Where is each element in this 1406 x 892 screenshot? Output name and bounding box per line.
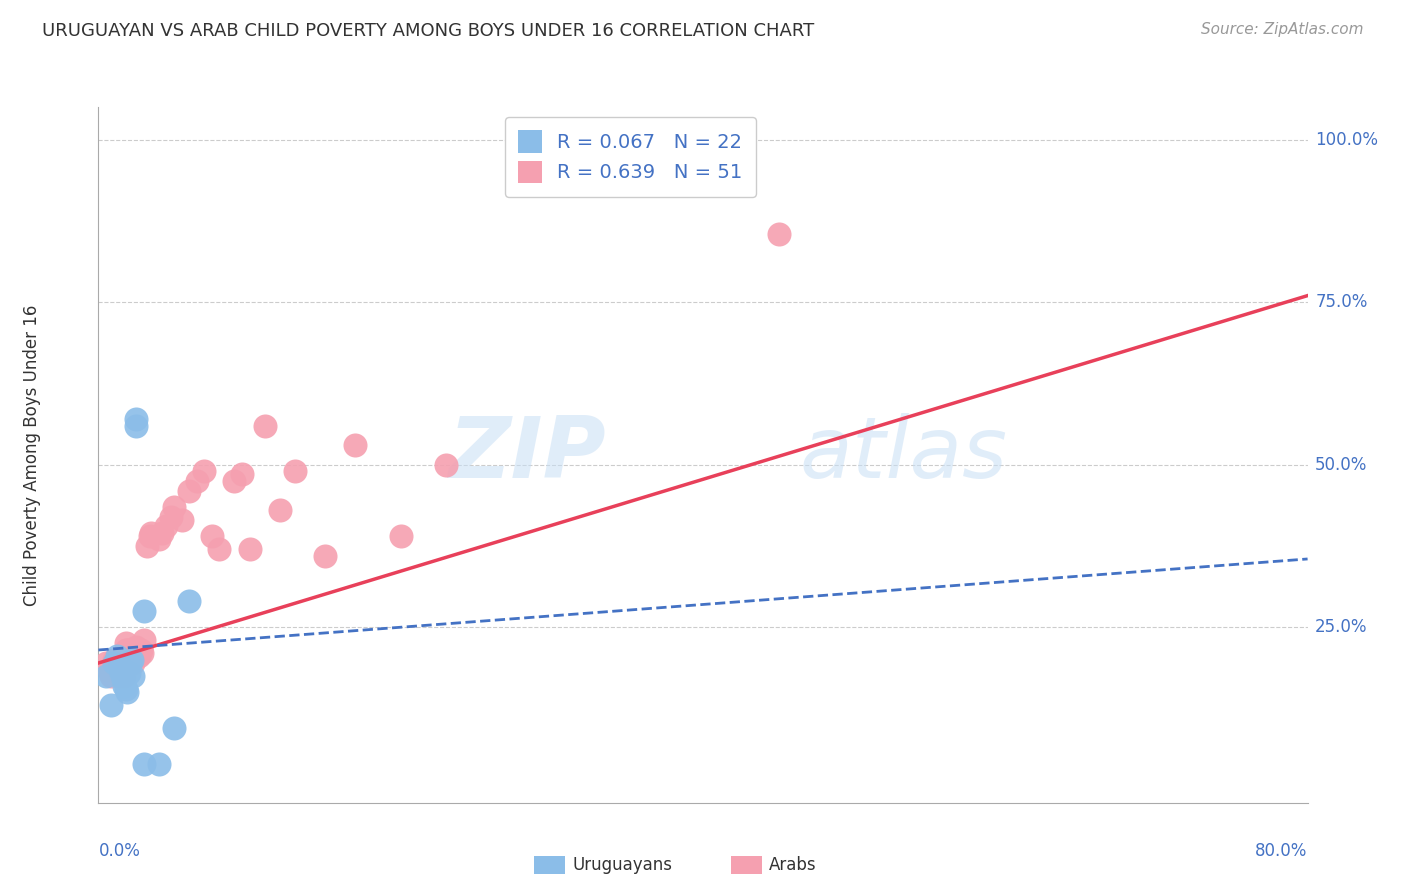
Text: Uruguayans: Uruguayans <box>572 856 672 874</box>
Point <box>132 756 155 771</box>
Point <box>121 653 143 667</box>
Text: 0.0%: 0.0% <box>98 842 141 860</box>
Point <box>434 458 457 472</box>
Point <box>115 643 138 657</box>
Point <box>104 663 127 677</box>
Point <box>100 669 122 683</box>
Point <box>114 643 136 657</box>
Point <box>118 656 141 670</box>
Legend: R = 0.067   N = 22, R = 0.639   N = 51: R = 0.067 N = 22, R = 0.639 N = 51 <box>505 117 756 196</box>
Text: Arabs: Arabs <box>769 856 817 874</box>
Text: 50.0%: 50.0% <box>1315 456 1368 474</box>
Point <box>105 656 128 670</box>
Point <box>163 500 186 514</box>
Point <box>193 464 215 478</box>
Point <box>314 549 336 563</box>
Point <box>101 659 124 673</box>
Point <box>768 227 790 241</box>
Point <box>132 604 155 618</box>
Point <box>344 438 367 452</box>
Text: Child Poverty Among Boys Under 16: Child Poverty Among Boys Under 16 <box>22 304 41 606</box>
Point <box>284 464 307 478</box>
Point <box>135 539 157 553</box>
Point <box>239 542 262 557</box>
Text: 75.0%: 75.0% <box>1315 293 1368 311</box>
Point <box>389 529 412 543</box>
Point <box>139 529 162 543</box>
Point <box>148 756 170 771</box>
Point <box>100 698 122 713</box>
Point <box>94 656 117 670</box>
Point <box>103 653 125 667</box>
Point <box>125 412 148 426</box>
Point <box>111 672 134 686</box>
Text: 100.0%: 100.0% <box>1315 130 1378 149</box>
Point <box>120 643 142 657</box>
Point <box>231 467 253 482</box>
Point <box>114 636 136 650</box>
Point <box>177 594 201 608</box>
Point <box>269 503 291 517</box>
Point <box>122 656 145 670</box>
Point <box>120 656 142 670</box>
Point <box>224 474 246 488</box>
Point <box>103 656 125 670</box>
Point <box>128 649 150 664</box>
Text: 25.0%: 25.0% <box>1315 618 1368 636</box>
Point <box>111 663 134 677</box>
Point <box>127 643 149 657</box>
Point <box>115 685 138 699</box>
Text: Source: ZipAtlas.com: Source: ZipAtlas.com <box>1201 22 1364 37</box>
Point <box>186 474 208 488</box>
Point <box>110 656 132 670</box>
Point <box>105 649 128 664</box>
Point <box>94 669 117 683</box>
Point <box>155 519 177 533</box>
Point <box>108 659 131 673</box>
Point <box>208 542 231 557</box>
Text: ZIP: ZIP <box>449 413 606 497</box>
Point <box>141 525 163 540</box>
Point <box>122 669 145 683</box>
Text: URUGUAYAN VS ARAB CHILD POVERTY AMONG BOYS UNDER 16 CORRELATION CHART: URUGUAYAN VS ARAB CHILD POVERTY AMONG BO… <box>42 22 814 40</box>
Point <box>114 681 136 696</box>
Point <box>108 669 131 683</box>
Point <box>253 418 276 433</box>
Point <box>110 663 132 677</box>
Point <box>177 483 201 498</box>
Point <box>112 679 135 693</box>
Point <box>160 509 183 524</box>
Point <box>163 721 186 735</box>
Point <box>110 665 132 680</box>
Point <box>150 525 173 540</box>
Point <box>118 665 141 680</box>
Point <box>170 513 193 527</box>
Point <box>107 663 129 677</box>
Point <box>129 643 152 657</box>
Point <box>132 633 155 648</box>
Point <box>125 418 148 433</box>
Point <box>201 529 224 543</box>
Point <box>121 649 143 664</box>
Text: atlas: atlas <box>800 413 1008 497</box>
Point <box>131 646 153 660</box>
Point <box>125 640 148 654</box>
Point <box>98 663 121 677</box>
Point <box>124 649 146 664</box>
Point <box>112 669 135 683</box>
Point <box>148 533 170 547</box>
Text: 80.0%: 80.0% <box>1256 842 1308 860</box>
